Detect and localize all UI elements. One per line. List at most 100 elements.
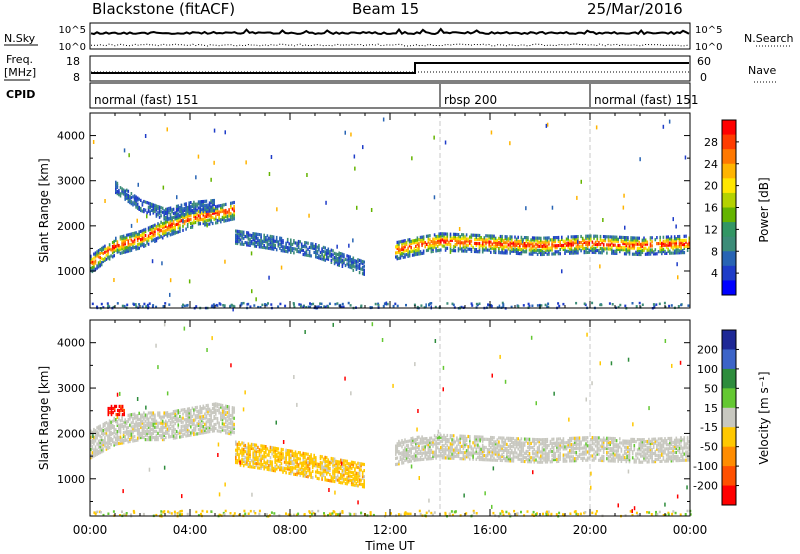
echo-cell [341,475,344,479]
echo-cell [344,477,347,481]
echo-cell [261,456,264,460]
echo-cell [211,419,214,423]
echo-cell [581,244,584,249]
echo-cell [241,230,243,234]
echo-cell [147,417,150,421]
echo-cell [216,208,219,212]
echo-cell [651,248,653,252]
echo-cell [196,424,198,428]
echo-cell [355,265,358,269]
ground-scatter-cell [575,301,578,305]
echo-cell [272,448,275,452]
echo-cell [515,237,518,241]
echo-cell [459,444,461,448]
echo-cell [200,208,203,212]
echo-cell [554,250,557,254]
echo-cell [282,468,284,472]
echo-cell [122,188,125,192]
noise-cell [677,275,679,280]
echo-cell [190,421,192,425]
echo-cell [404,452,406,456]
echo-cell [193,412,195,416]
echo-cell [540,438,542,442]
echo-cell [473,437,476,441]
echo-cell [415,450,417,454]
echo-cell [191,221,194,225]
echo-cell [174,432,176,436]
echo-cell [410,245,412,249]
echo-cell [93,266,95,270]
echo-cell [475,250,478,254]
echo-cell [481,248,484,252]
echo-cell [565,243,568,247]
echo-cell [481,456,484,460]
echo-cell [575,241,578,245]
echo-cell [607,243,610,247]
echo-cell [440,439,442,443]
echo-cell [352,264,355,268]
echo-cell [208,409,211,413]
echo-cell [197,222,200,226]
echo-cell [171,230,173,234]
echo-cell [305,464,308,468]
echo-cell [419,439,422,443]
echo-cell [168,419,170,423]
echo-cell [528,437,531,441]
echo-cell [675,249,678,253]
ground-scatter-cell [392,304,395,308]
echo-cell [169,416,172,420]
echo-cell [186,210,189,214]
echo-cell [277,457,280,461]
echo-cell [236,461,239,465]
echo-cell [530,242,532,246]
echo-cell [562,243,565,247]
noise-cell [136,218,138,223]
ground-scatter-cell [265,303,268,307]
echo-cell [530,456,532,460]
echo-cell [588,236,590,240]
echo-cell [416,240,419,244]
echo-cell [263,446,265,450]
ground-scatter-cell [195,305,198,308]
echo-cell [654,238,657,242]
echo-cell [398,242,400,246]
echo-cell [338,261,340,265]
echo-cell [435,444,437,448]
echo-cell [490,435,492,440]
echo-cell [427,246,430,250]
ground-scatter-cell [478,302,481,305]
echo-cell [233,410,235,414]
echo-cell [480,236,482,240]
echo-cell [469,439,471,443]
echo-cell [333,262,336,266]
echo-cell [172,207,175,211]
echo-cell [93,442,95,446]
echo-cell [498,442,500,446]
echo-cell [499,234,502,239]
echo-cell [398,244,400,248]
echo-cell [332,457,334,461]
echo-cell [512,453,515,457]
echo-cell [611,237,613,241]
echo-cell [171,222,173,226]
echo-cell [573,251,576,255]
echo-cell [427,447,430,451]
echo-cell [527,244,529,248]
echo-cell [496,452,499,456]
echo-cell [498,448,500,452]
echo-cell [304,460,306,464]
echo-cell [186,208,189,212]
echo-cell [396,444,399,448]
echo-cell [154,223,156,227]
echo-cell [271,462,273,466]
echo-cell [135,197,137,201]
echo-cell [593,234,595,238]
echo-cell [425,437,428,441]
echo-cell [271,452,273,456]
echo-cell [404,239,406,243]
echo-cell [196,422,198,426]
echo-cell [97,263,100,267]
echo-cell [361,262,364,266]
echo-cell [350,481,353,485]
echo-cell [523,443,526,447]
